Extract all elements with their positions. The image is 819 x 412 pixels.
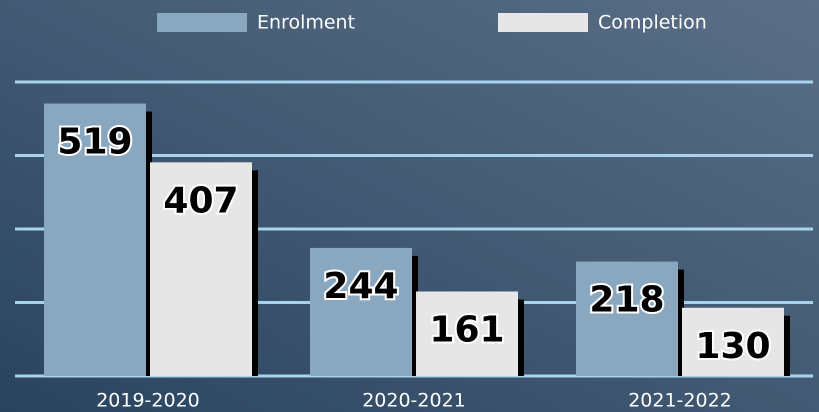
x-tick-label: 2019-2020 bbox=[96, 390, 200, 412]
x-tick-label: 2021-2022 bbox=[628, 390, 732, 412]
bar bbox=[44, 103, 146, 377]
bar bbox=[416, 291, 518, 376]
bar bbox=[150, 162, 252, 376]
bar bbox=[310, 247, 412, 376]
value-label: 407 bbox=[163, 180, 238, 221]
value-label: 519 bbox=[57, 122, 132, 163]
legend-label: Enrolment bbox=[257, 12, 355, 34]
legend-swatch bbox=[498, 13, 588, 32]
value-label: 244 bbox=[323, 266, 398, 307]
legend-swatch bbox=[157, 13, 247, 32]
value-label: 130 bbox=[695, 326, 770, 367]
value-label: 161 bbox=[429, 309, 504, 350]
x-tick-label: 2020-2021 bbox=[362, 390, 466, 412]
bar bbox=[682, 307, 784, 376]
legend-label: Completion bbox=[598, 12, 707, 34]
value-label: 218 bbox=[589, 280, 664, 321]
bar bbox=[576, 261, 678, 376]
